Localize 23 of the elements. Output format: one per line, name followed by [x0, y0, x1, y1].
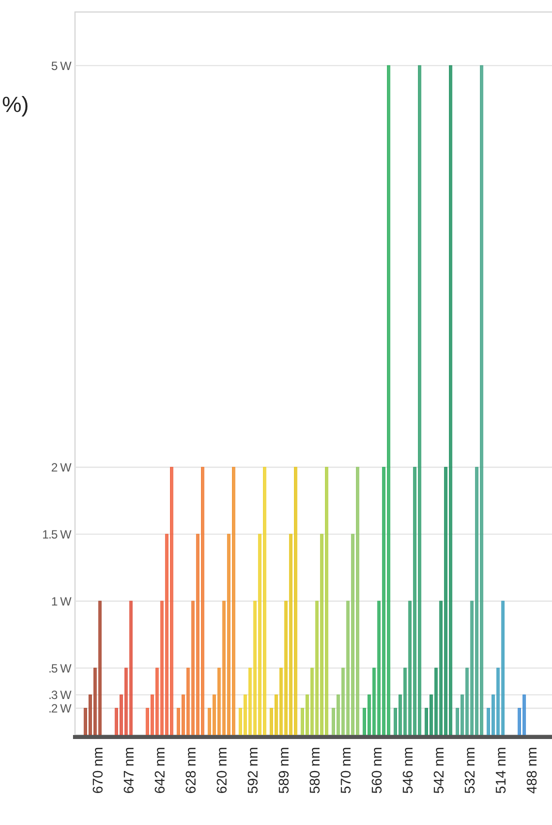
x-tick-label: 670 nm: [89, 747, 106, 794]
x-tick-label: 620 nm: [213, 747, 230, 794]
x-tick-label: 488 nm: [523, 747, 540, 794]
x-tick-label: 560 nm: [368, 747, 384, 794]
y-tick-label: .3 W: [48, 688, 72, 702]
text: %): [2, 92, 29, 117]
y-tick-label: 1.5 W: [42, 527, 72, 542]
x-tick-label: 647 nm: [120, 747, 136, 794]
x-tick-label: 546 nm: [399, 747, 416, 794]
x-tick-label: 542 nm: [430, 747, 446, 794]
x-tick-label: 514 nm: [492, 747, 508, 794]
y-tick-label: 1 W: [51, 594, 72, 608]
x-tick-label: 589 nm: [275, 747, 292, 794]
x-tick-label: 592 nm: [244, 747, 260, 794]
x-tick-label: 628 nm: [182, 747, 198, 794]
y-tick-label: 5 W: [51, 58, 72, 73]
y-tick-label: .5 W: [48, 661, 72, 676]
y-tick-label: .2 W: [48, 701, 72, 716]
x-tick-label: 642 nm: [151, 747, 168, 794]
x-tick-label: 532 nm: [461, 747, 478, 794]
y-tick-label: 2 W: [51, 460, 72, 474]
x-tick-label: 580 nm: [306, 747, 322, 794]
x-tick-label: 570 nm: [337, 747, 354, 794]
